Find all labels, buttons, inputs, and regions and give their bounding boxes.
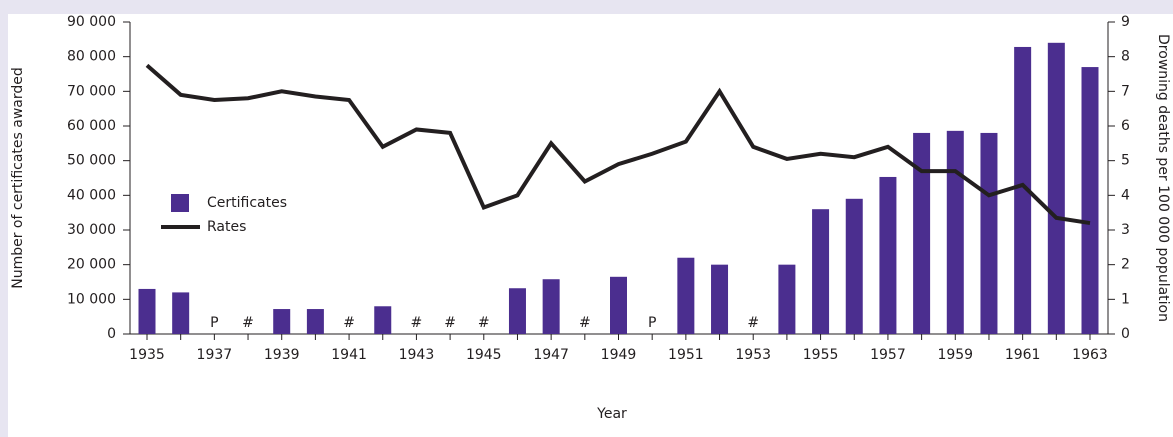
x-tick-label: 1935 [129,347,165,363]
y-tick-label: 90 000 [67,14,116,30]
value-label: # [747,315,759,331]
bar [374,306,392,334]
bar [913,132,931,334]
y2-tick-label: 1 [1121,291,1130,307]
x-tick-label: 1939 [264,347,300,363]
value-label: P [210,315,218,331]
bar [542,279,560,334]
bar [778,264,796,334]
bar [845,198,863,334]
value-label: # [478,315,490,331]
bar [306,309,324,334]
bar [172,292,190,334]
x-tick-label: 1955 [803,347,839,363]
bar [508,288,526,334]
x-tick-label: 1949 [601,347,637,363]
bar [980,132,998,334]
x-tick-label: 1963 [1072,347,1108,363]
y2-tick-label: 4 [1121,187,1130,203]
y-tick-label: 0 [107,326,116,342]
legend-swatch [171,194,189,212]
value-label: P [648,315,656,331]
bar [879,176,897,334]
x-tick-label: 1943 [399,347,435,363]
bar [1014,46,1032,335]
chart-background [8,14,1173,437]
y-tick-label: 10 000 [67,291,116,307]
y2-tick-label: 3 [1121,222,1130,238]
bar [946,130,964,334]
bar [138,288,156,334]
bar [1047,42,1065,335]
x-tick-label: 1945 [466,347,502,363]
x-tick-label: 1953 [735,347,771,363]
value-label: # [242,315,254,331]
y2-tick-label: 8 [1121,49,1130,65]
value-label: # [411,315,423,331]
y2-tick-label: 2 [1121,257,1130,273]
y-tick-label: 20 000 [67,257,116,273]
line [145,63,1091,226]
y-tick-label: 30 000 [67,222,116,238]
x-tick-label: 1937 [197,347,233,363]
bar [1081,67,1099,335]
y-tick-label: 80 000 [67,49,116,65]
y2-axis-label: Drowning deaths per 100 000 population [1155,34,1171,322]
y-tick-label: 50 000 [67,153,116,169]
legend-label: Certificates [207,195,287,211]
y-tick-label: 60 000 [67,118,116,134]
x-axis-label: Year [596,406,627,422]
bar [812,209,830,334]
bar [677,257,695,334]
legend-label: Rates [207,219,246,235]
x-tick-label: 1961 [1005,347,1041,363]
y2-tick-label: 0 [1121,326,1130,342]
value-label: # [444,315,456,331]
value-label: # [343,315,355,331]
value-label: # [579,315,591,331]
x-tick-label: 1957 [870,347,906,363]
y2-tick-label: 6 [1121,118,1130,134]
x-tick-label: 1951 [668,347,704,363]
y-axis-label: Number of certificates awarded [10,67,26,289]
x-tick-label: 1959 [937,347,973,363]
y-tick-label: 40 000 [67,187,116,203]
bar [610,276,627,334]
bar [711,264,729,334]
y-tick-label: 70 000 [67,83,116,99]
bar [273,309,291,334]
y2-tick-label: 7 [1121,83,1130,99]
x-tick-label: 1947 [533,347,569,363]
x-tick-label: 1941 [331,347,367,363]
y2-tick-label: 5 [1121,153,1130,169]
y2-tick-label: 9 [1121,14,1130,30]
